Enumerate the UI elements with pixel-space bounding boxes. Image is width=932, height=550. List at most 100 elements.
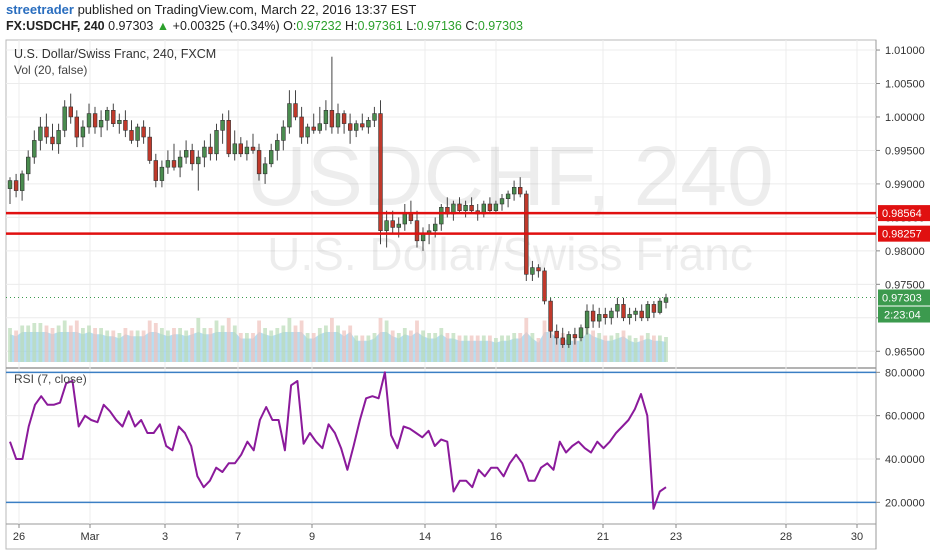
candle — [542, 270, 547, 302]
price-tick-label: 1.00500 — [885, 79, 925, 91]
price-tick-label: 0.98000 — [885, 246, 925, 258]
volume-bars — [8, 318, 668, 362]
volume-bar — [147, 320, 152, 362]
time-tick-label: 28 — [780, 531, 792, 543]
volume-bar — [439, 328, 444, 362]
countdown-label: 2:23:04 — [884, 310, 921, 322]
candle — [360, 123, 365, 128]
volume-bar — [366, 335, 371, 362]
volume-bar — [481, 335, 486, 362]
published-text: published on TradingView.com, March 22, … — [77, 2, 417, 17]
volume-bar — [488, 335, 492, 362]
volume-bar — [506, 335, 510, 362]
time-tick-label: Mar — [81, 531, 100, 543]
candle — [92, 113, 98, 128]
volume-bar — [542, 320, 547, 362]
volume-bar — [457, 335, 462, 362]
volume-bar — [232, 325, 237, 362]
candle — [287, 103, 292, 128]
level-price-badge — [878, 205, 930, 222]
candle — [13, 180, 19, 191]
volume-bar — [184, 330, 189, 362]
volume-bar — [603, 335, 608, 362]
volume-bar — [524, 318, 529, 362]
candle — [372, 113, 377, 121]
volume-bar — [409, 330, 413, 362]
volume-bar — [579, 335, 583, 362]
volume-bar — [390, 330, 395, 362]
candle — [420, 233, 426, 242]
candle — [396, 223, 401, 228]
volume-bar — [62, 320, 67, 362]
rsi-indicator-label: RSI (7, close) — [14, 372, 87, 386]
last-price-badge — [878, 289, 930, 306]
candle — [256, 150, 262, 175]
candle — [153, 160, 158, 181]
candle — [98, 120, 104, 128]
volume-bar — [196, 318, 201, 362]
candle — [317, 123, 322, 131]
volume-bar — [38, 323, 43, 362]
high-label: H: — [345, 19, 358, 33]
candle — [408, 213, 414, 221]
candle — [572, 334, 578, 339]
candle — [353, 123, 359, 131]
candle — [621, 304, 626, 319]
candle — [117, 120, 122, 124]
candle — [147, 136, 152, 161]
candle — [384, 220, 389, 231]
volume-bar — [129, 330, 134, 362]
watermark-symbol: USDCHF, 240 — [246, 129, 774, 223]
rsi-tick-label: 80.0000 — [885, 367, 925, 379]
candle — [651, 304, 657, 313]
candle — [44, 126, 49, 138]
candle — [457, 203, 462, 211]
candle — [511, 187, 517, 195]
candle — [165, 160, 171, 168]
countdown-badge — [878, 306, 930, 323]
candle — [19, 173, 25, 191]
candle — [7, 180, 13, 189]
volume-bar — [317, 328, 322, 362]
candle — [262, 163, 268, 175]
candle — [639, 310, 644, 319]
watermark-name: U.S. Dollar/Swiss Franc — [267, 228, 753, 280]
candle — [62, 106, 67, 131]
volume-bar — [445, 333, 450, 362]
candle — [159, 166, 165, 181]
candle — [615, 304, 620, 312]
volume-bar — [111, 330, 116, 362]
volume-bar — [287, 318, 292, 362]
author-name[interactable]: streetrader — [6, 2, 74, 17]
horizontal-levels[interactable] — [6, 211, 876, 299]
volume-bar — [360, 335, 365, 362]
price-axis[interactable]: 1.01000 1.00500 1.00000 0.99500 0.99000 0.985… — [876, 45, 930, 509]
volume-bar — [160, 328, 164, 362]
open-value: 0.97232 — [296, 19, 342, 33]
volume-bar — [281, 325, 286, 362]
volume-bar — [44, 325, 49, 362]
price-tick-label: 0.97500 — [885, 279, 925, 291]
candle — [366, 120, 371, 128]
volume-bar — [433, 333, 438, 362]
candle — [329, 110, 335, 128]
candle — [609, 310, 614, 319]
candle — [554, 330, 559, 339]
grid — [6, 40, 876, 524]
close-value: 0.97303 — [477, 19, 524, 33]
candle — [487, 203, 493, 211]
volume-bar — [263, 328, 267, 362]
candle — [548, 300, 553, 332]
volume-bar — [609, 335, 614, 362]
candle — [536, 267, 541, 272]
volume-bar — [8, 328, 12, 362]
candle — [439, 207, 444, 225]
candle — [311, 126, 316, 131]
time-axis[interactable]: 26 Mar 3 7 9 14 16 21 23 28 30 — [13, 524, 863, 543]
volume-bar — [299, 320, 304, 362]
time-tick-label: 14 — [419, 531, 431, 543]
candle — [596, 314, 602, 322]
rsi-pane — [6, 371, 876, 510]
volume-bar — [251, 333, 255, 362]
